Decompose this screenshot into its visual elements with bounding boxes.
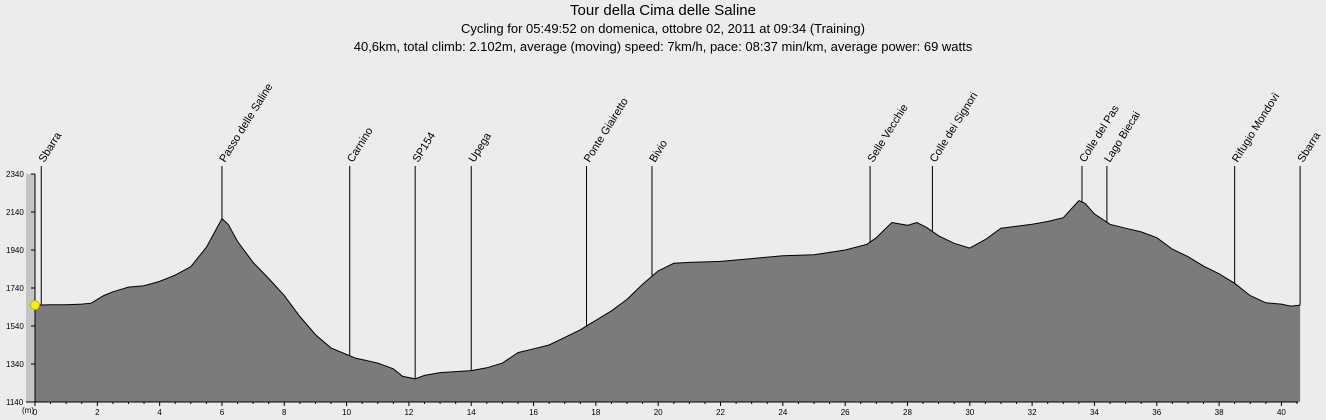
x-tick-label: 28 bbox=[903, 408, 912, 417]
x-tick-label: 0 bbox=[33, 408, 38, 417]
y-tick-label: 1340 bbox=[6, 360, 24, 369]
y-axis-band bbox=[26, 174, 35, 402]
x-tick-label: 12 bbox=[404, 408, 413, 417]
profile-layer bbox=[34, 199, 1301, 402]
chart-subtitle: Cycling for 05:49:52 on domenica, ottobr… bbox=[461, 21, 865, 36]
waypoint-label: SP154 bbox=[411, 130, 439, 164]
waypoint-label: Sbarra bbox=[1295, 129, 1323, 164]
elevation-area bbox=[35, 200, 1301, 402]
position-marker bbox=[30, 300, 40, 311]
x-tick-label: 30 bbox=[965, 408, 974, 417]
x-tick-label: 38 bbox=[1215, 408, 1224, 417]
chart-title: Tour della Cima delle Saline bbox=[570, 2, 756, 19]
x-tick-label: 22 bbox=[716, 408, 725, 417]
y-tick-label: 1140 bbox=[6, 398, 24, 407]
x-tick-label: 24 bbox=[778, 408, 787, 417]
waypoint-label: Carnino bbox=[345, 126, 376, 165]
x-tick-label: 32 bbox=[1028, 408, 1037, 417]
waypoint-label: Rifugio Mondovì bbox=[1230, 91, 1282, 165]
y-tick-label: 1540 bbox=[6, 322, 24, 331]
y-tick-label: 1940 bbox=[6, 246, 24, 255]
y-axis-unit: (m) bbox=[22, 406, 34, 415]
x-tick-label: 20 bbox=[654, 408, 663, 417]
y-tick-label: 2140 bbox=[6, 208, 24, 217]
x-tick-label: 2 bbox=[95, 408, 100, 417]
waypoint-label: Sbarra bbox=[37, 129, 65, 164]
x-tick-label: 26 bbox=[841, 408, 850, 417]
y-tick-label: 1740 bbox=[6, 284, 24, 293]
waypoint-label: Bivio bbox=[647, 138, 670, 165]
waypoint-label: Upega bbox=[467, 130, 495, 165]
waypoint-label: Selle Vecchie bbox=[865, 102, 910, 164]
y-tick-label: 2340 bbox=[6, 170, 24, 179]
waypoint-label: Ponte Giairetto bbox=[582, 96, 631, 165]
elevation-line bbox=[34, 199, 1301, 380]
x-tick-label: 34 bbox=[1090, 408, 1099, 417]
x-tick-label: 16 bbox=[529, 408, 538, 417]
x-tick-label: 40 bbox=[1277, 408, 1286, 417]
x-tick-label: 8 bbox=[282, 408, 287, 417]
activity-stats: 40,6km, total climb: 2.102m, average (mo… bbox=[353, 39, 973, 54]
chart-header: Tour della Cima delle Saline Cycling for… bbox=[0, 0, 1326, 56]
waypoint-label: Passo delle Saline bbox=[217, 81, 275, 164]
x-tick-label: 36 bbox=[1152, 408, 1161, 417]
waypoint-label: Colle dei Signori bbox=[928, 90, 981, 164]
x-tick-label: 6 bbox=[220, 408, 225, 417]
x-tick-label: 4 bbox=[157, 408, 162, 417]
x-tick-label: 18 bbox=[591, 408, 600, 417]
x-tick-label: 10 bbox=[342, 408, 351, 417]
x-tick-label: 14 bbox=[467, 408, 476, 417]
